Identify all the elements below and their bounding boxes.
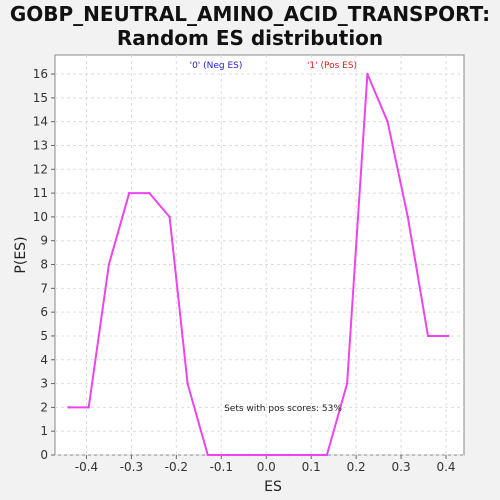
data-point (226, 453, 230, 457)
x-tick-label: 0.2 (347, 460, 366, 474)
y-tick-label: 11 (33, 186, 48, 200)
data-point (307, 453, 311, 457)
x-tick-label: 0.4 (436, 460, 455, 474)
x-tick-label: -0.4 (75, 460, 98, 474)
chart-title-line2: Random ES distribution (116, 26, 384, 50)
data-point (148, 191, 151, 195)
y-tick-label: 7 (40, 281, 48, 295)
y-tick-label: 4 (40, 353, 48, 367)
y-tick-label: 15 (33, 91, 48, 105)
y-tick-label: 6 (40, 305, 48, 319)
x-tick-label: -0.3 (120, 460, 143, 474)
x-axis-title: ES (264, 479, 282, 495)
data-point (447, 334, 450, 338)
data-point (366, 72, 369, 76)
data-point (406, 215, 410, 219)
plot-area (54, 54, 465, 456)
data-point (186, 382, 189, 385)
chart-title: GOBP_NEUTRAL_AMINO_ACID_TRANSPORT: Rando… (0, 2, 500, 50)
y-tick-label: 0 (40, 448, 48, 462)
legend-entry: '0' (Neg ES) (190, 61, 243, 71)
legend-entry: '1' (Pos ES) (307, 61, 357, 71)
data-point (87, 406, 90, 409)
data-point (206, 453, 210, 457)
y-tick-label: 10 (33, 210, 48, 224)
y-tick-label: 1 (40, 424, 48, 438)
data-point (325, 453, 329, 457)
legend: '0' (Neg ES) '1' (Pos ES) (190, 61, 357, 71)
x-axis-ticks: -0.4 -0.3 -0.2 -0.1 0.0 0.1 0.2 0.3 0.4 (75, 455, 456, 474)
data-point (386, 120, 389, 123)
data-point (107, 263, 111, 266)
data-point (345, 382, 349, 385)
y-tick-label: 9 (40, 234, 48, 248)
chart-title-line1: GOBP_NEUTRAL_AMINO_ACID_TRANSPORT: (9, 2, 491, 26)
es-distribution-line (68, 73, 449, 456)
data-point (247, 453, 250, 457)
x-tick-label: -0.1 (210, 460, 233, 474)
y-axis-title: P(ES) (13, 236, 29, 273)
data-point (287, 453, 290, 457)
data-point (67, 406, 70, 409)
y-tick-label: 2 (40, 400, 48, 414)
x-tick-label: 0.1 (302, 460, 321, 474)
data-point (168, 215, 171, 219)
y-tick-label: 3 (40, 377, 48, 391)
series-layer (67, 72, 450, 457)
data-point (426, 334, 430, 338)
y-tick-label: 14 (33, 115, 48, 129)
data-point (127, 191, 131, 195)
y-tick-label: 5 (40, 329, 48, 343)
y-tick-label: 13 (33, 138, 48, 152)
y-tick-label: 12 (33, 162, 48, 176)
y-tick-label: 16 (33, 67, 48, 81)
x-tick-label: 0.3 (392, 460, 411, 474)
annotation-text: Sets with pos scores: 53% (224, 404, 342, 414)
x-tick-label: -0.2 (165, 460, 188, 474)
y-tick-label: 8 (40, 258, 48, 272)
x-tick-label: 0.0 (257, 460, 276, 474)
data-point (267, 453, 270, 457)
